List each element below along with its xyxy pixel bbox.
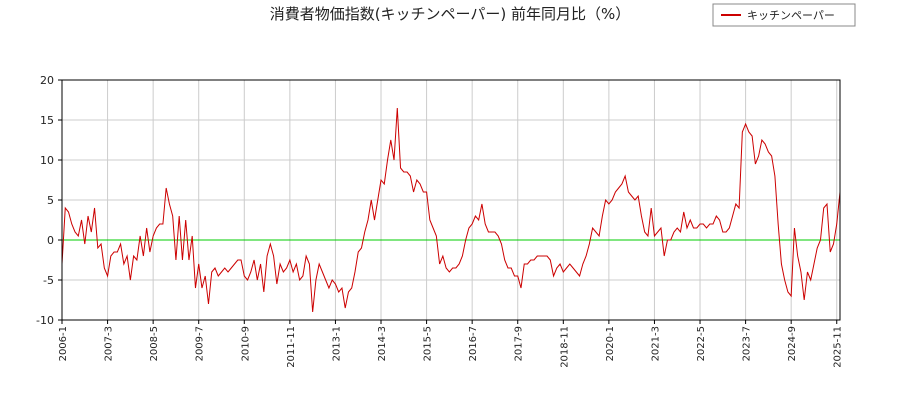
x-tick-label: 2016-7 [468, 326, 479, 361]
x-tick-label: 2025-11 [833, 326, 844, 368]
y-tick-label: 0 [47, 234, 54, 247]
x-tick-label: 2007-3 [104, 326, 115, 361]
y-tick-label: 5 [47, 194, 54, 207]
legend-box [712, 3, 856, 27]
data-line [61, 107, 841, 313]
chart-title: 消費者物価指数(キッチンペーパー) 前年同月比（%） [270, 5, 631, 23]
x-tick-label: 2020-1 [605, 326, 616, 361]
y-tick-label: 10 [40, 154, 54, 167]
x-tick-label: 2023-7 [742, 326, 753, 361]
y-tick-label: -5 [43, 274, 54, 287]
x-tick-label: 2014-3 [377, 326, 388, 361]
y-tick-label: 20 [40, 74, 54, 87]
x-tick-label: 2011-11 [286, 326, 297, 368]
x-tick-label: 2015-5 [423, 326, 434, 361]
legend-label: キッチンペーパー [747, 9, 835, 22]
x-tick-label: 2018-11 [559, 326, 570, 368]
x-tick-label: 2021-3 [650, 326, 661, 361]
x-tick-label: 2009-7 [195, 326, 206, 361]
x-tick-label: 2008-5 [149, 326, 160, 361]
y-tick-label: -10 [36, 314, 54, 327]
x-tick-label: 2010-9 [240, 326, 251, 361]
x-tick-label: 2024-9 [787, 326, 798, 361]
x-tick-label: 2017-9 [514, 326, 525, 361]
plot-border [61, 79, 841, 321]
y-tick-label: 15 [40, 114, 54, 127]
x-tick-label: 2006-1 [58, 326, 69, 361]
x-tick-label: 2022-5 [696, 326, 707, 361]
x-tick-label: 2013-1 [331, 326, 342, 361]
